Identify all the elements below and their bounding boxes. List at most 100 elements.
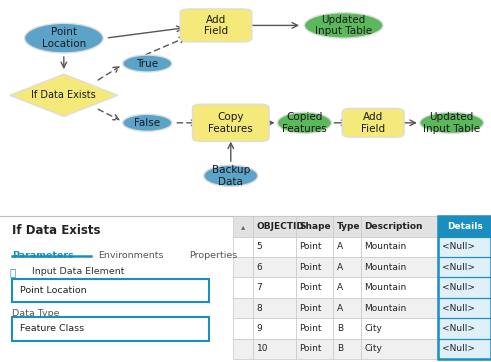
- Text: Point Location: Point Location: [20, 286, 86, 295]
- Text: Type: Type: [337, 222, 360, 231]
- FancyBboxPatch shape: [253, 277, 296, 298]
- FancyBboxPatch shape: [296, 298, 333, 318]
- FancyBboxPatch shape: [296, 216, 333, 237]
- Ellipse shape: [304, 13, 383, 38]
- Text: Add
Field: Add Field: [204, 14, 228, 36]
- FancyBboxPatch shape: [438, 318, 491, 338]
- Text: True: True: [136, 59, 159, 68]
- FancyBboxPatch shape: [253, 257, 296, 277]
- Text: 6: 6: [257, 263, 262, 272]
- Text: <Null>: <Null>: [442, 324, 475, 333]
- Text: If Data Exists: If Data Exists: [12, 224, 101, 237]
- Text: Updated
Input Table: Updated Input Table: [315, 14, 372, 36]
- Text: A: A: [337, 303, 343, 312]
- FancyBboxPatch shape: [333, 338, 361, 359]
- Text: <Null>: <Null>: [442, 344, 475, 353]
- FancyBboxPatch shape: [296, 237, 333, 257]
- FancyBboxPatch shape: [192, 104, 269, 142]
- Ellipse shape: [420, 112, 484, 134]
- Text: B: B: [337, 344, 343, 353]
- FancyBboxPatch shape: [361, 237, 438, 257]
- Text: <Null>: <Null>: [442, 243, 475, 251]
- Text: Mountain: Mountain: [364, 243, 407, 251]
- FancyBboxPatch shape: [438, 216, 491, 237]
- Text: A: A: [337, 263, 343, 272]
- Text: Mountain: Mountain: [364, 283, 407, 292]
- FancyBboxPatch shape: [296, 257, 333, 277]
- Text: Data Type: Data Type: [12, 309, 60, 318]
- Text: Shape: Shape: [299, 222, 331, 231]
- FancyBboxPatch shape: [296, 338, 333, 359]
- Text: 8: 8: [257, 303, 262, 312]
- FancyBboxPatch shape: [333, 277, 361, 298]
- FancyBboxPatch shape: [233, 277, 253, 298]
- Text: Point: Point: [299, 303, 322, 312]
- FancyBboxPatch shape: [333, 237, 361, 257]
- Text: Mountain: Mountain: [364, 303, 407, 312]
- Text: B: B: [337, 324, 343, 333]
- Polygon shape: [10, 74, 118, 117]
- FancyBboxPatch shape: [361, 338, 438, 359]
- Text: A: A: [337, 243, 343, 251]
- FancyBboxPatch shape: [296, 277, 333, 298]
- FancyBboxPatch shape: [333, 298, 361, 318]
- Text: Point: Point: [299, 263, 322, 272]
- FancyBboxPatch shape: [12, 317, 209, 341]
- Text: City: City: [364, 324, 382, 333]
- Text: Input Data Element: Input Data Element: [32, 268, 124, 276]
- Text: Point
Location: Point Location: [42, 27, 86, 49]
- Text: City: City: [364, 344, 382, 353]
- Text: OBJECTID: OBJECTID: [257, 222, 304, 231]
- Text: Details: Details: [447, 222, 483, 231]
- FancyBboxPatch shape: [361, 216, 438, 237]
- Ellipse shape: [204, 165, 258, 186]
- FancyBboxPatch shape: [361, 277, 438, 298]
- FancyBboxPatch shape: [233, 257, 253, 277]
- FancyBboxPatch shape: [342, 109, 404, 137]
- Text: 10: 10: [257, 344, 268, 353]
- Text: Environments: Environments: [98, 251, 164, 260]
- Text: Point: Point: [299, 283, 322, 292]
- Text: ⓘ: ⓘ: [10, 268, 16, 277]
- Ellipse shape: [123, 114, 172, 131]
- Text: Description: Description: [364, 222, 423, 231]
- FancyBboxPatch shape: [253, 237, 296, 257]
- Text: <Null>: <Null>: [442, 263, 475, 272]
- Ellipse shape: [25, 23, 103, 53]
- FancyBboxPatch shape: [438, 338, 491, 359]
- FancyBboxPatch shape: [253, 216, 296, 237]
- FancyBboxPatch shape: [361, 298, 438, 318]
- Text: 5: 5: [257, 243, 262, 251]
- Text: Point: Point: [299, 243, 322, 251]
- FancyBboxPatch shape: [233, 338, 253, 359]
- Text: Feature Class: Feature Class: [20, 324, 84, 333]
- FancyBboxPatch shape: [233, 318, 253, 338]
- FancyBboxPatch shape: [233, 216, 253, 237]
- FancyBboxPatch shape: [253, 298, 296, 318]
- Text: Updated
Input Table: Updated Input Table: [423, 112, 480, 134]
- Text: Properties: Properties: [189, 251, 237, 260]
- FancyBboxPatch shape: [253, 318, 296, 338]
- Ellipse shape: [123, 55, 172, 72]
- Text: Mountain: Mountain: [364, 263, 407, 272]
- FancyBboxPatch shape: [12, 279, 209, 302]
- FancyBboxPatch shape: [361, 318, 438, 338]
- Text: Parameters: Parameters: [12, 251, 74, 260]
- FancyBboxPatch shape: [438, 277, 491, 298]
- Text: 9: 9: [257, 324, 262, 333]
- FancyBboxPatch shape: [333, 318, 361, 338]
- Text: Point: Point: [299, 344, 322, 353]
- Text: Add
Field: Add Field: [361, 112, 385, 134]
- FancyBboxPatch shape: [233, 237, 253, 257]
- FancyBboxPatch shape: [253, 338, 296, 359]
- Text: If Data Exists: If Data Exists: [31, 90, 96, 100]
- Text: A: A: [337, 283, 343, 292]
- Text: False: False: [134, 118, 161, 128]
- FancyBboxPatch shape: [361, 257, 438, 277]
- FancyBboxPatch shape: [296, 318, 333, 338]
- Text: 7: 7: [257, 283, 262, 292]
- Text: <Null>: <Null>: [442, 303, 475, 312]
- FancyBboxPatch shape: [438, 237, 491, 257]
- Ellipse shape: [277, 112, 331, 134]
- FancyBboxPatch shape: [438, 257, 491, 277]
